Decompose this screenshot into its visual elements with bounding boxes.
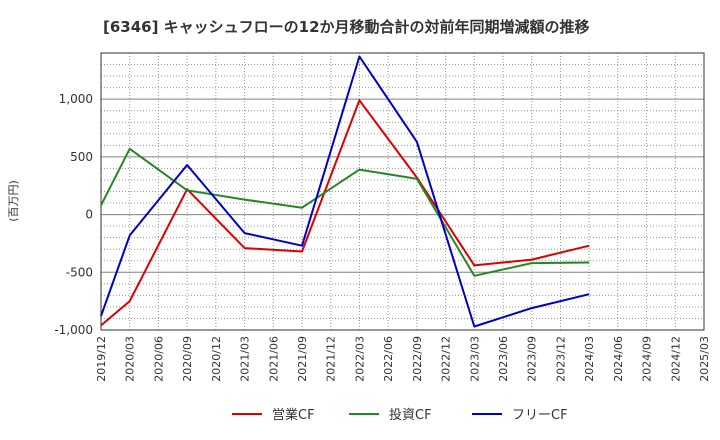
series-line: [100, 99, 590, 327]
x-tick-label: 2022/06: [382, 336, 395, 382]
x-tick-label: 2024/03: [583, 336, 596, 382]
x-tick-label: 2020/06: [152, 336, 165, 382]
y-tick-label: -1,000: [54, 323, 93, 337]
series-line: [100, 55, 590, 328]
x-tick-label: 2023/06: [497, 336, 510, 382]
x-tick-label: 2021/12: [325, 336, 338, 382]
x-tick-label: 2021/09: [296, 336, 309, 382]
x-tick-label: 2021/06: [267, 336, 280, 382]
legend-label: 営業CF: [272, 407, 315, 423]
plot-area: -1,000 -500 0 500 1,000 2019/12 2020/03 2020/06…: [54, 52, 711, 382]
legend-label: 投資CF: [389, 407, 432, 423]
y-tick-label: 0: [85, 208, 93, 222]
x-tick-label: 2025/03: [698, 336, 711, 382]
x-tick-label: 2024/12: [669, 336, 682, 382]
x-tick-label: 2024/09: [641, 336, 654, 382]
y-tick-label: -500: [66, 265, 93, 279]
x-tick-label: 2022/09: [411, 336, 424, 382]
x-tick-label: 2023/03: [468, 336, 481, 382]
legend-label: フリーCF: [512, 408, 568, 423]
legend: 営業CF 投資CF フリーCF: [232, 407, 568, 423]
x-tick-label: 2020/03: [124, 336, 137, 382]
y-axis-label: (百万円): [7, 180, 20, 222]
plot-frame: [100, 52, 705, 331]
x-tick-label: 2022/12: [440, 336, 453, 382]
x-tick-label: 2023/12: [554, 336, 567, 382]
y-tick-label: 500: [70, 150, 93, 164]
y-tick-label: 1,000: [59, 92, 93, 106]
x-tick-label: 2023/09: [526, 336, 539, 382]
x-tick-label: 2020/09: [181, 336, 194, 382]
series-line: [100, 147, 590, 277]
x-tick-label: 2021/03: [239, 336, 252, 382]
x-tick-label: 2024/06: [612, 336, 625, 382]
x-tick-label: 2020/12: [210, 336, 223, 382]
x-tick-label: 2022/03: [353, 336, 366, 382]
x-tick-label: 2019/12: [95, 336, 108, 382]
chart-title: [6346] キャッシュフローの12か月移動合計の対前年同期増減額の推移: [103, 18, 590, 36]
